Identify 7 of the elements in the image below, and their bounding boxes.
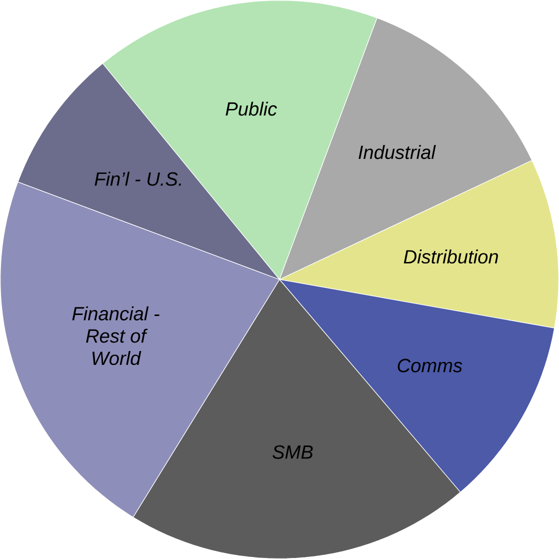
slice-label: Fin’l - U.S. <box>94 172 181 186</box>
slice-label: Distribution <box>404 250 498 264</box>
slice-label: SMB <box>272 445 313 459</box>
slice-label: Industrial <box>358 145 436 160</box>
slice-label: Financial - Rest of World <box>72 306 160 366</box>
slice-label: Public <box>226 102 277 116</box>
slice-label: Comms <box>398 358 462 372</box>
